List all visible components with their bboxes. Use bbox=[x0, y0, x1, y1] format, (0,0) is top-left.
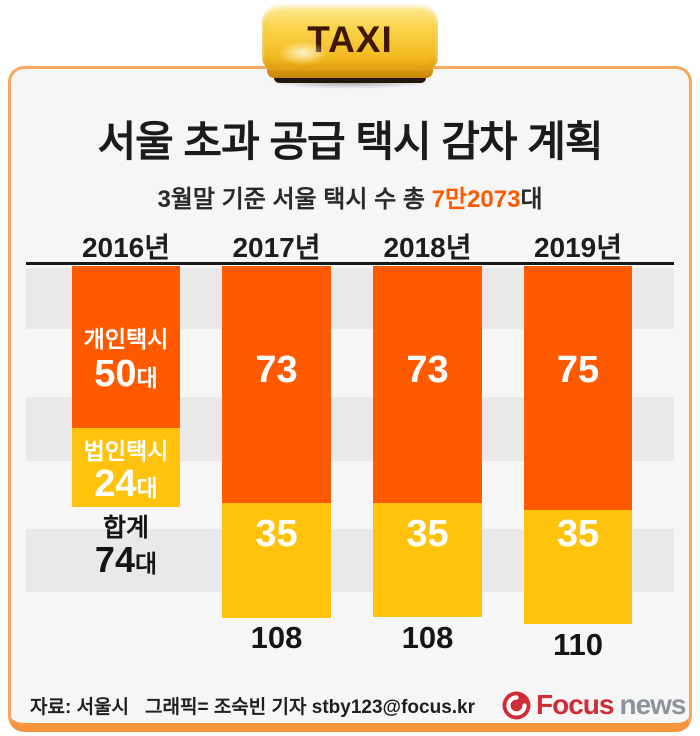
series-label-corporate-taxi: 법인택시 bbox=[83, 438, 169, 464]
total-number: 74 bbox=[94, 539, 135, 580]
bar-2017-corporate-taxi bbox=[222, 503, 331, 618]
year-label-2016: 2016년 bbox=[81, 232, 171, 263]
series-label-personal-taxi: 개인택시 bbox=[83, 326, 169, 352]
page-title: 서울 초과 공급 택시 감차 계획 bbox=[97, 118, 603, 165]
footer-credits: 자료: 서울시 그래픽= 조숙빈 기자 stby123@focus.kr bbox=[30, 692, 475, 719]
value-2016-personal: 50대 bbox=[72, 355, 180, 393]
total-2017: 108 bbox=[250, 620, 303, 655]
value-2018-corporate: 35 bbox=[406, 513, 449, 555]
chart-axis-line bbox=[26, 262, 674, 265]
value-2016-corporate: 24대 bbox=[72, 465, 180, 503]
focus-news-icon bbox=[502, 691, 531, 720]
bar-2018-corporate-taxi bbox=[373, 503, 482, 617]
total-label-2016: 합계 bbox=[102, 514, 149, 542]
total-2016: 74대 bbox=[72, 542, 180, 578]
source-text: 자료: 서울시 bbox=[30, 697, 130, 718]
value-2019-corporate: 35 bbox=[556, 513, 600, 555]
taxi-sign-label: TAXI bbox=[307, 18, 393, 60]
taxi-roof-sign: TAXI bbox=[262, 4, 438, 90]
value-unit: 대 bbox=[136, 475, 158, 501]
bar-2019-corporate-taxi bbox=[524, 510, 632, 624]
year-label-2018: 2018년 bbox=[383, 232, 472, 263]
bar-2016-personal-taxi bbox=[72, 266, 180, 428]
credit-text: 그래픽= 조숙빈 기자 stby123@focus.kr bbox=[145, 697, 475, 718]
subtitle-total-highlight: 7만2073 bbox=[431, 186, 521, 213]
taxi-sign-body: TAXI bbox=[262, 4, 438, 70]
bar-2016-corporate-taxi bbox=[72, 428, 180, 507]
total-unit: 대 bbox=[134, 551, 158, 578]
value-number: 24 bbox=[94, 463, 137, 505]
total-2019: 110 bbox=[552, 627, 603, 662]
logo-focus-text: Focus bbox=[536, 689, 614, 720]
year-label-2017: 2017년 bbox=[232, 232, 321, 263]
total-2018: 108 bbox=[401, 620, 454, 655]
value-2018-personal: 73 bbox=[406, 349, 449, 391]
bar-2017-personal-taxi bbox=[222, 266, 331, 503]
value-2019-personal: 75 bbox=[556, 349, 600, 391]
bar-2018-personal-taxi bbox=[373, 266, 482, 503]
bar-2019-personal-taxi bbox=[524, 266, 632, 510]
value-2017-personal: 73 bbox=[255, 349, 298, 391]
subtitle: 3월말 기준 서울 택시 수 총 7만2073대 bbox=[0, 179, 700, 214]
value-number: 50 bbox=[94, 353, 137, 395]
year-label-2019: 2019년 bbox=[533, 232, 623, 263]
focus-news-logo: Focus news bbox=[502, 689, 687, 721]
subtitle-unit: 대 bbox=[520, 186, 543, 213]
logo-news-text: news bbox=[619, 689, 686, 720]
value-unit: 대 bbox=[136, 365, 158, 391]
subtitle-text: 3월말 기준 서울 택시 수 총 bbox=[157, 186, 432, 213]
value-2017-corporate: 35 bbox=[255, 513, 298, 555]
